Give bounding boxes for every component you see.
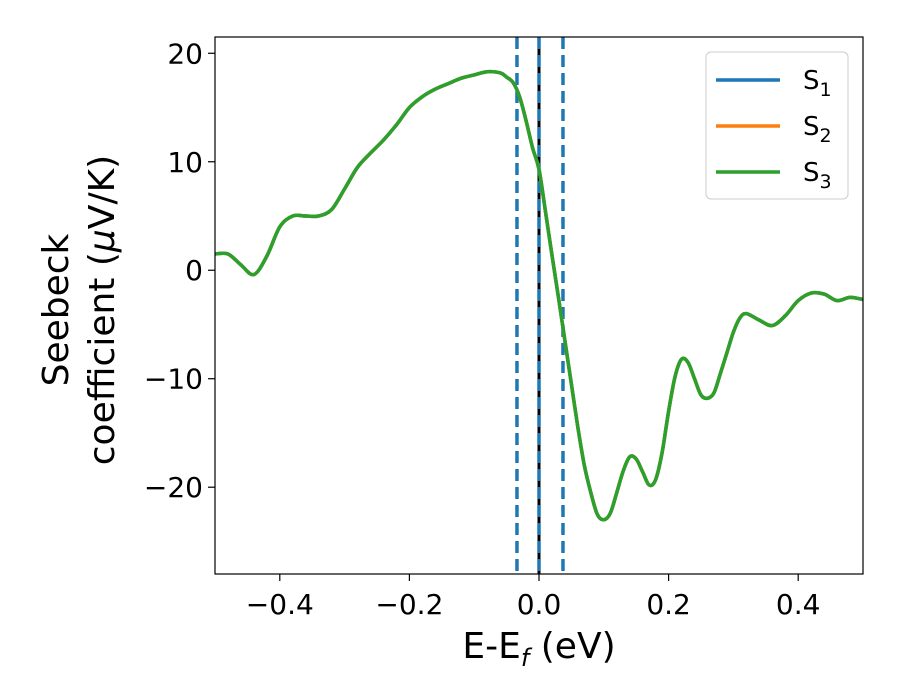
series-layer <box>215 69 863 522</box>
x-axis-label: E-Ef (eV) <box>462 626 615 672</box>
y-axis: 20 10 0 −10 −20 <box>144 37 215 504</box>
y-tick-label: −20 <box>144 471 203 504</box>
y-axis-label: Seebeck coefficient (μV/K) <box>36 155 123 465</box>
legend: S1 S2 S3 <box>705 51 849 200</box>
y-tick-label: 10 <box>167 146 203 179</box>
x-tick-label: 0.4 <box>776 588 821 621</box>
x-tick-label: 0.2 <box>646 588 691 621</box>
legend-label-s3: S3 <box>803 158 832 193</box>
x-tick-label: −0.4 <box>246 588 314 621</box>
y-tick-label: 20 <box>167 37 203 70</box>
y-tick-label: 0 <box>185 254 203 287</box>
x-tick-label: 0.0 <box>517 588 562 621</box>
y-axis-label-line2: coefficient (μV/K) <box>82 155 123 465</box>
y-tick-label: −10 <box>144 363 203 396</box>
y-axis-label-line1: Seebeck <box>36 233 77 386</box>
series-line-s3 <box>215 69 863 522</box>
legend-label-s2: S2 <box>803 112 832 147</box>
x-tick-label: −0.2 <box>375 588 443 621</box>
legend-label-s1: S1 <box>803 66 832 101</box>
x-axis: −0.4 −0.2 0.0 0.2 0.4 <box>246 574 821 621</box>
reference-lines <box>515 37 565 574</box>
